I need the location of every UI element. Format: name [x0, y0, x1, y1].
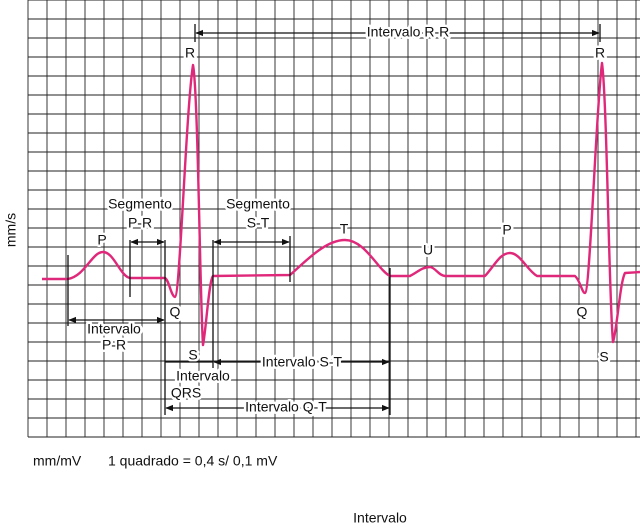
wave-label: T	[340, 221, 349, 237]
interval-label: Intervalo S-T	[262, 354, 343, 370]
footer-scale: 1 quadrado = 0,4 s/ 0,1 mV	[108, 453, 278, 469]
footer-units: mm/mV	[33, 453, 82, 469]
wave-label: Q	[170, 304, 181, 320]
interval-label: P-R	[102, 337, 126, 353]
wave-label: R	[595, 45, 605, 61]
wave-label: P	[502, 222, 511, 238]
wave-label: S	[188, 347, 197, 363]
interval-label: Intervalo	[87, 321, 141, 337]
grid	[27, 0, 640, 438]
wave-label: Q	[577, 304, 588, 320]
wave-label: R	[185, 45, 195, 61]
interval-label: QRS	[171, 385, 201, 401]
wave-label: U	[423, 242, 433, 258]
segment-label: P-R	[128, 215, 152, 231]
segment-label: Segmento	[108, 196, 172, 212]
segment-label: S-T	[247, 215, 270, 231]
y-axis-label: mm/s	[3, 213, 19, 247]
interval-label: Intervalo Q-T	[245, 399, 327, 415]
wave-label: S	[599, 349, 608, 365]
interval-label: Intervalo R-R	[367, 24, 449, 40]
segment-label: Segmento	[226, 196, 290, 212]
interval-label: Intervalo	[176, 368, 230, 384]
footer-caption: Intervalo	[353, 510, 407, 526]
wave-label: P	[97, 232, 106, 248]
